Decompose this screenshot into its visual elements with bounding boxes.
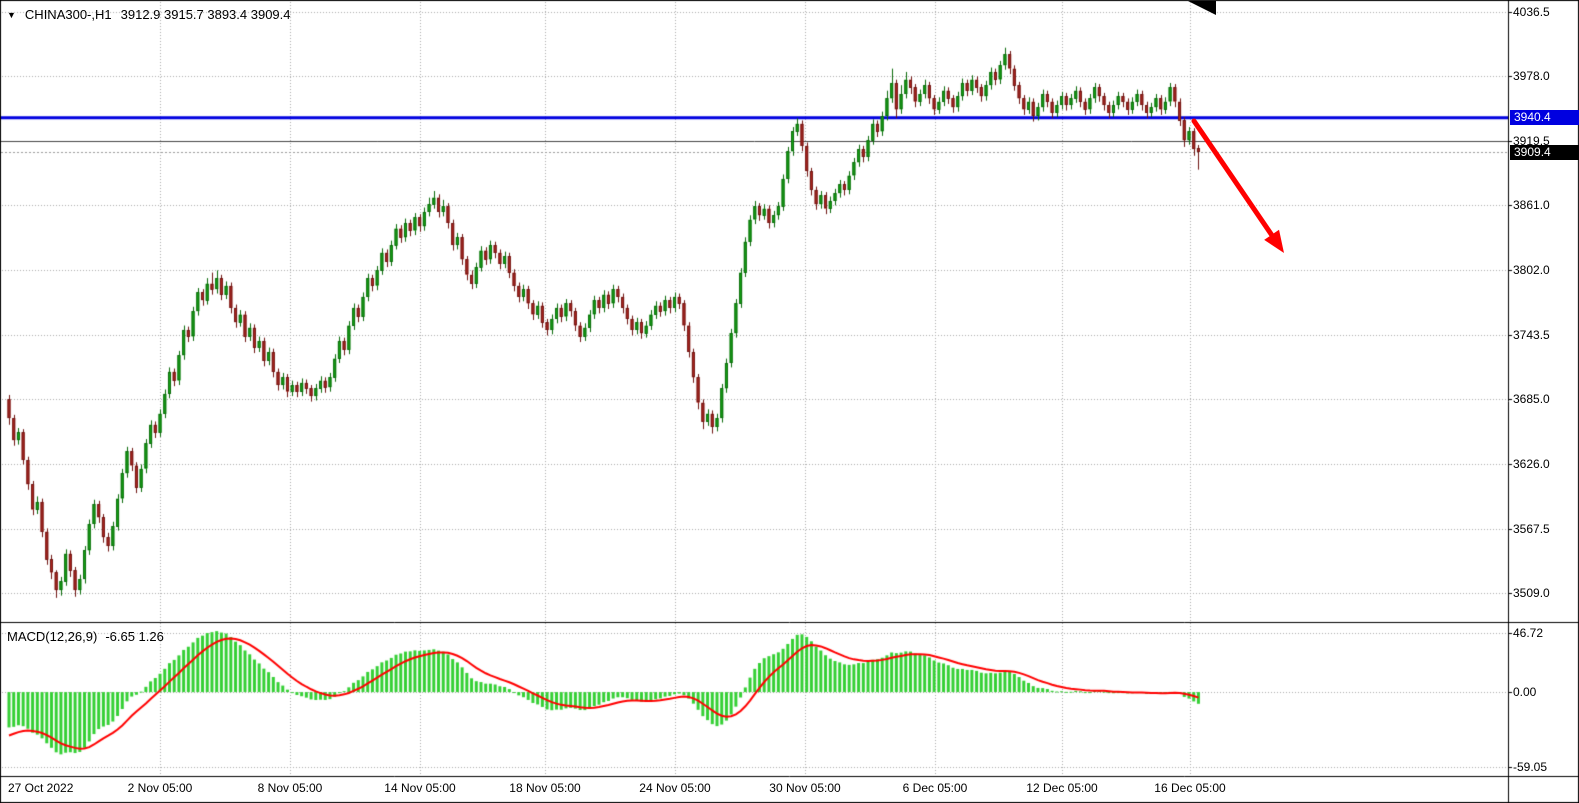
macd-axis-label: -59.05 — [1513, 760, 1548, 774]
time-axis-label: 14 Nov 05:00 — [384, 781, 456, 795]
time-axis-label: 6 Dec 05:00 — [902, 781, 968, 795]
price-axis-label: 3626.0 — [1513, 457, 1550, 471]
time-axis-label: 24 Nov 05:00 — [639, 781, 711, 795]
time-axis-label: 8 Nov 05:00 — [257, 781, 323, 795]
macd-indicator-label: MACD(12,26,9) — [7, 629, 98, 644]
chart-shift-marker-icon — [1188, 1, 1216, 15]
price-axis-label: 3509.0 — [1513, 586, 1550, 600]
macd-axis-label: 46.72 — [1513, 626, 1544, 640]
time-axis-label: 18 Nov 05:00 — [509, 781, 581, 795]
price-axis-label: 3919.5 — [1513, 134, 1550, 148]
resistance-price-badge: 3940.4 — [1510, 110, 1579, 125]
macd-header: MACD(12,26,9) -6.65 1.26 — [7, 629, 164, 644]
price-axis-label: 3861.0 — [1513, 198, 1550, 212]
bid-price-badge: 3909.4 — [1510, 145, 1579, 160]
chart-header: ▼ CHINA300-,H1 3912.9 3915.7 3893.4 3909… — [7, 7, 291, 22]
chart-expander-icon[interactable]: ▼ — [7, 9, 16, 20]
price-axis-label: 3743.5 — [1513, 328, 1550, 342]
time-axis-label: 27 Oct 2022 — [8, 781, 74, 795]
time-axis-label: 16 Dec 05:00 — [1154, 781, 1226, 795]
macd-axis-label: 0.00 — [1513, 685, 1537, 699]
ohlc-values: 3912.9 3915.7 3893.4 3909.4 — [120, 7, 291, 22]
price-axis-label: 3567.5 — [1513, 522, 1550, 536]
time-axis-label: 30 Nov 05:00 — [769, 781, 841, 795]
price-axis-label: 3978.0 — [1513, 69, 1550, 83]
macd-indicator-values: -6.65 1.26 — [105, 629, 164, 644]
price-axis-label: 3685.0 — [1513, 392, 1550, 406]
price-axis-label: 4036.5 — [1513, 5, 1550, 19]
time-axis-label: 2 Nov 05:00 — [127, 781, 193, 795]
symbol-period-label: CHINA300-,H1 — [24, 7, 112, 22]
price-axis-label: 3802.0 — [1513, 263, 1550, 277]
time-axis-label: 12 Dec 05:00 — [1026, 781, 1098, 795]
